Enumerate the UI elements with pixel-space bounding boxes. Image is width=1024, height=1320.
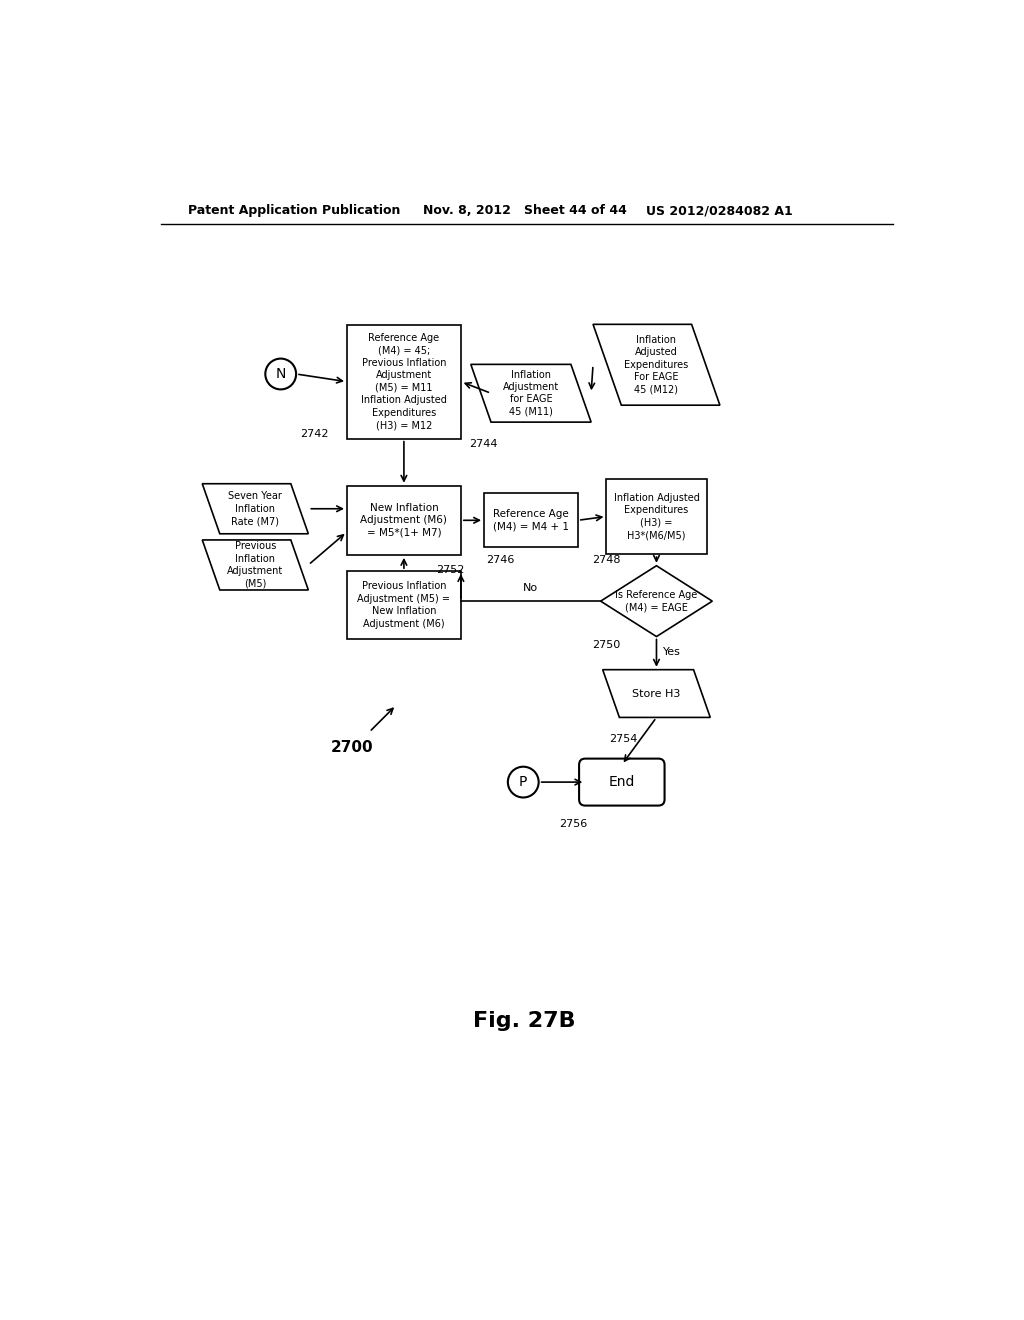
- Text: P: P: [519, 775, 527, 789]
- Text: 2742: 2742: [300, 429, 329, 440]
- Text: No: No: [522, 583, 538, 594]
- Text: Previous
Inflation
Adjustment
(M5): Previous Inflation Adjustment (M5): [227, 541, 284, 589]
- Text: US 2012/0284082 A1: US 2012/0284082 A1: [646, 205, 794, 218]
- Text: End: End: [608, 775, 635, 789]
- Polygon shape: [601, 566, 713, 636]
- Text: Patent Application Publication: Patent Application Publication: [188, 205, 400, 218]
- Text: 2700: 2700: [331, 739, 374, 755]
- Text: Inflation
Adjustment
for EAGE
45 (M11): Inflation Adjustment for EAGE 45 (M11): [503, 370, 559, 417]
- Text: Reference Age
(M4) = 45;
Previous Inflation
Adjustment
(M5) = M11
Inflation Adju: Reference Age (M4) = 45; Previous Inflat…: [361, 334, 446, 430]
- FancyBboxPatch shape: [347, 486, 461, 554]
- FancyBboxPatch shape: [347, 325, 461, 438]
- Text: Previous Inflation
Adjustment (M5) =
New Inflation
Adjustment (M6): Previous Inflation Adjustment (M5) = New…: [357, 581, 451, 628]
- Text: Store H3: Store H3: [632, 689, 681, 698]
- Text: 2756: 2756: [559, 818, 588, 829]
- Text: Reference Age
(M4) = M4 + 1: Reference Age (M4) = M4 + 1: [493, 510, 569, 532]
- FancyBboxPatch shape: [606, 479, 707, 554]
- Text: Inflation Adjusted
Expenditures
(H3) =
H3*(M6/M5): Inflation Adjusted Expenditures (H3) = H…: [613, 492, 699, 540]
- Polygon shape: [603, 669, 711, 718]
- Text: Yes: Yes: [663, 647, 681, 657]
- Text: Nov. 8, 2012   Sheet 44 of 44: Nov. 8, 2012 Sheet 44 of 44: [423, 205, 627, 218]
- Text: Inflation
Adjusted
Expenditures
For EAGE
45 (M12): Inflation Adjusted Expenditures For EAGE…: [625, 335, 688, 395]
- Circle shape: [265, 359, 296, 389]
- Polygon shape: [203, 540, 308, 590]
- Circle shape: [508, 767, 539, 797]
- FancyBboxPatch shape: [484, 494, 578, 548]
- Text: Is Reference Age
(M4) = EAGE: Is Reference Age (M4) = EAGE: [615, 590, 697, 612]
- Text: 2752: 2752: [436, 565, 465, 576]
- Text: 2746: 2746: [486, 554, 515, 565]
- Text: Seven Year
Inflation
Rate (M7): Seven Year Inflation Rate (M7): [228, 491, 283, 527]
- FancyBboxPatch shape: [580, 759, 665, 805]
- Text: 2750: 2750: [593, 640, 621, 649]
- FancyBboxPatch shape: [347, 572, 461, 639]
- Text: Fig. 27B: Fig. 27B: [473, 1011, 577, 1031]
- Polygon shape: [471, 364, 591, 422]
- Text: 2748: 2748: [593, 554, 622, 565]
- Text: N: N: [275, 367, 286, 381]
- Polygon shape: [593, 325, 720, 405]
- Text: 2744: 2744: [469, 440, 498, 449]
- Polygon shape: [203, 483, 308, 533]
- Text: 2754: 2754: [609, 734, 638, 744]
- Text: New Inflation
Adjustment (M6)
= M5*(1+ M7): New Inflation Adjustment (M6) = M5*(1+ M…: [360, 503, 447, 537]
